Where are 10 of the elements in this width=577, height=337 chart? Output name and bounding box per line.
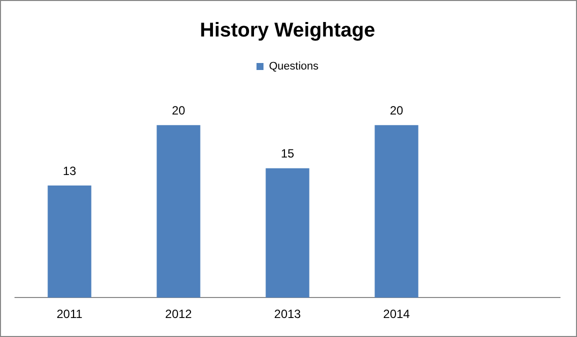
chart-title: History Weightage — [200, 20, 376, 42]
data-label: 20 — [390, 103, 404, 118]
x-tick-label: 2011 — [56, 307, 83, 322]
data-label: 13 — [62, 164, 76, 178]
data-label: 15 — [280, 146, 294, 161]
data-label: 20 — [172, 103, 186, 118]
x-tick-label: 2012 — [165, 307, 192, 322]
x-tick-label: 2013 — [274, 307, 302, 322]
x-tick-label: 2014 — [383, 307, 410, 322]
legend-label: Questions — [268, 60, 320, 73]
